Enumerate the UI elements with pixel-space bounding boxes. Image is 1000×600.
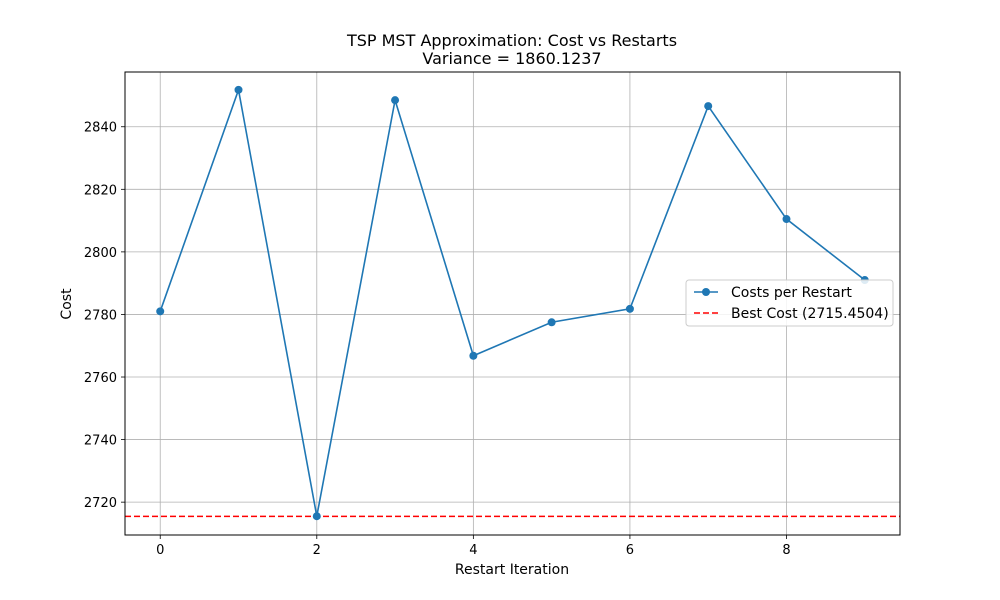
y-tick-label: 2760 (84, 371, 117, 386)
y-tick-label: 2780 (84, 308, 117, 323)
x-tick-label: 8 (782, 543, 790, 558)
plot-area (125, 85, 900, 521)
chart-subtitle: Variance = 1860.1237 (422, 49, 601, 68)
data-point (234, 85, 243, 94)
data-point (156, 307, 165, 316)
legend-marker-costs (702, 288, 710, 296)
y-tick-label: 2840 (84, 121, 117, 136)
data-point (469, 351, 478, 360)
y-tick-label: 2720 (84, 496, 117, 511)
data-point (312, 512, 321, 521)
chart-title: TSP MST Approximation: Cost vs Restarts (346, 31, 677, 50)
plot-frame (124, 71, 901, 536)
x-tick-label: 2 (313, 543, 321, 558)
y-tick-label: 2820 (84, 183, 117, 198)
data-point (704, 102, 713, 111)
data-point (782, 215, 791, 224)
data-point (391, 96, 400, 105)
x-tick-label: 6 (626, 543, 634, 558)
legend-label-best: Best Cost (2715.4504) (731, 306, 889, 322)
legend: Costs per Restart Best Cost (2715.4504) (685, 279, 894, 327)
y-axis-label: Cost (59, 288, 75, 320)
axis-ticks: 0 2 4 6 8 2720 2740 2760 2780 2800 2820 2840 (84, 121, 791, 558)
x-axis-label: Restart Iteration (455, 562, 569, 578)
x-tick-label: 0 (156, 543, 164, 558)
y-tick-label: 2800 (84, 246, 117, 261)
data-point (547, 318, 556, 327)
y-tick-label: 2740 (84, 434, 117, 449)
series-line-costs (159, 86, 866, 517)
x-tick-label: 4 (469, 543, 477, 558)
legend-label-costs: Costs per Restart (731, 285, 852, 301)
data-point (625, 304, 634, 313)
legend-box (685, 279, 894, 327)
